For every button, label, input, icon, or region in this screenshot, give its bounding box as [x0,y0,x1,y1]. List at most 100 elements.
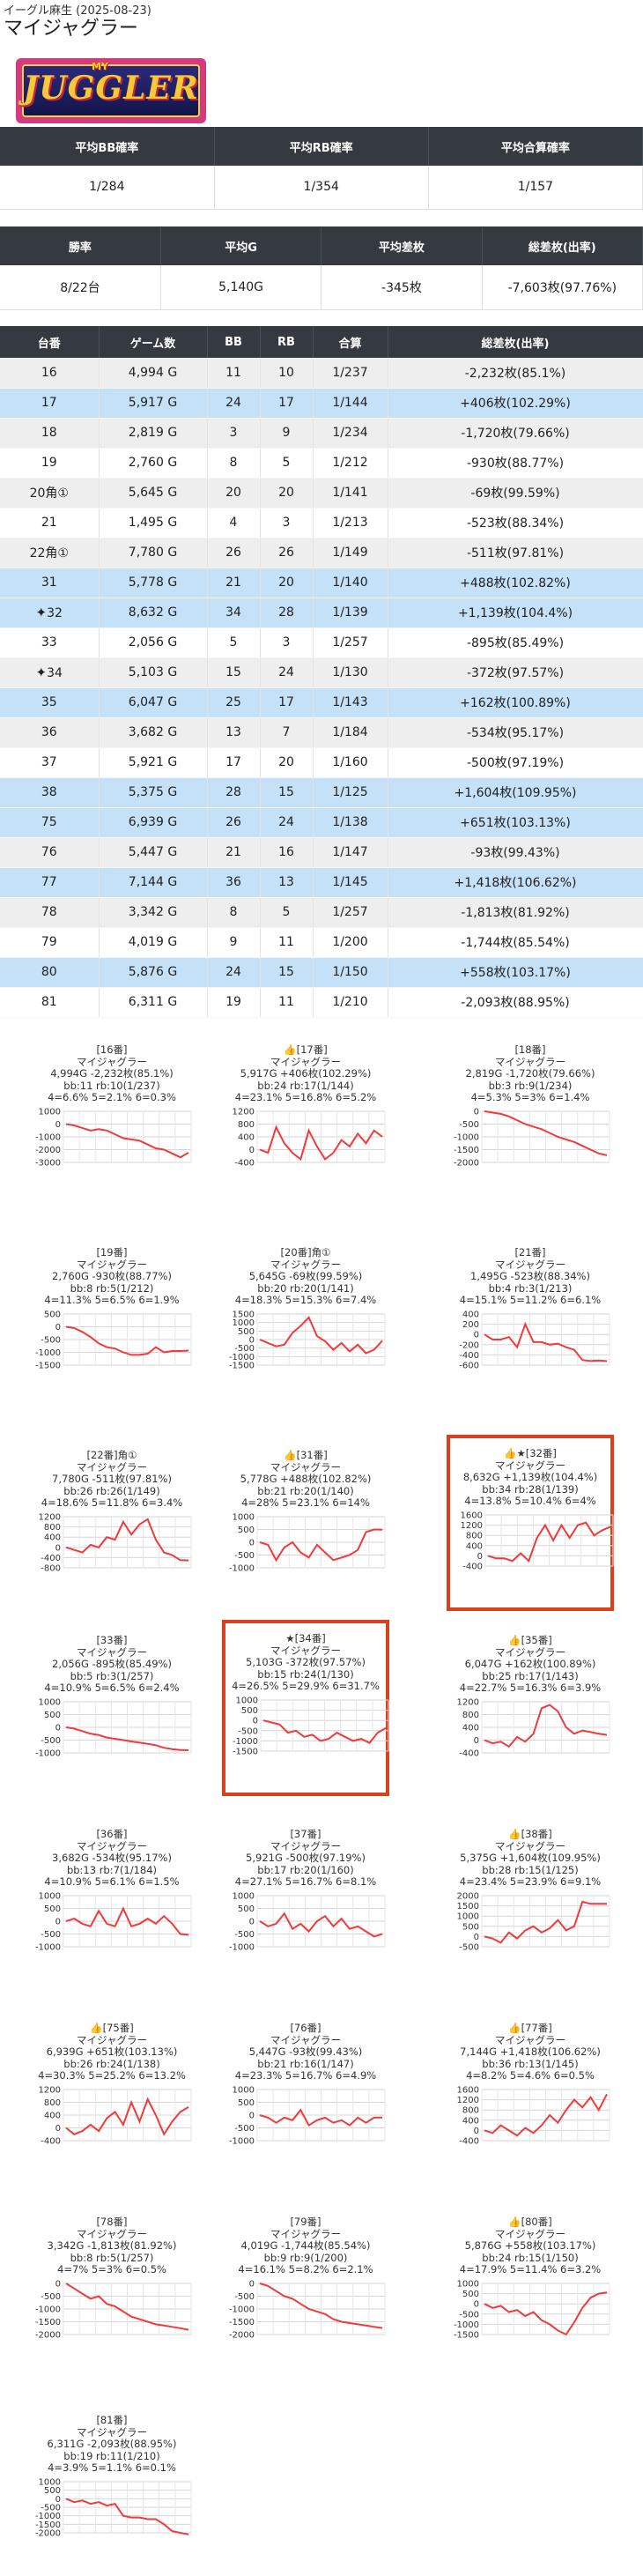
machine-total-cell: 1/257 [313,897,388,928]
machine-bb-cell: 28 [207,777,261,808]
chart-card[interactable]: [79番] マイジャグラー 4,019G -1,744枚(85.54%) bb:9 r… [222,2201,389,2378]
chart-card[interactable]: [22番]角① マイジャグラー 7,780G -511枚(97.81%) bb:26 … [28,1435,196,1611]
machine-total-cell: 1/210 [313,987,388,1018]
chart-card[interactable]: 👍[77番] マイジャグラー 7,144G +1,418枚(106.62%) bb:3… [447,2008,614,2184]
machine-row[interactable]: 18 2,819 G 3 9 1/234 -1,720枚(79.66%) [0,418,643,449]
machine-g-cell: 1,495 G [99,508,208,538]
machine-total-cell: 1/141 [313,478,388,509]
y-tick-label: 800 [238,1120,255,1130]
machine-row[interactable]: 20角① 5,645 G 20 20 1/141 -69枚(99.59%) [0,478,643,509]
chart-card[interactable]: [20番]角① マイジャグラー 5,645G -69枚(99.59%) bb:20 r… [222,1232,389,1408]
y-tick-label: 500 [238,1904,255,1914]
chart-card[interactable]: 👍[17番] マイジャグラー 5,917G +406枚(102.29%) bb:24 … [222,1029,389,1206]
chart-card[interactable]: [33番] マイジャグラー 2,056G -895枚(85.49%) bb:5 rb:… [28,1620,196,1796]
machine-total-cell: 1/149 [313,538,388,568]
chart-card[interactable]: [36番] マイジャグラー 3,682G -534枚(95.17%) bb:13 rb… [28,1814,196,1990]
chart-title: ★[34番] [225,1632,386,1645]
machine-row[interactable]: 21 1,495 G 4 3 1/213 -523枚(88.34%) [0,508,643,538]
machine-number: 19 [41,456,57,470]
summary2-value: -345枚 [321,265,483,310]
chart-card[interactable]: [18番] マイジャグラー 2,819G -1,720枚(79.66%) bb:3 r… [447,1029,614,1206]
machine-row[interactable]: 33 2,056 G 5 3 1/257 -895枚(85.49%) [0,627,643,658]
chart-stat-line: 6,939G +651枚(103.13%) [46,2045,178,2058]
series-line [259,1528,383,1563]
y-tick-label: 800 [462,2106,479,2116]
chart-card[interactable]: [19番] マイジャグラー 2,760G -930枚(88.77%) bb:8 rb:… [28,1232,196,1408]
machine-row[interactable]: ✦34 5,103 G 15 24 1/130 -372枚(97.57%) [0,657,643,688]
chart-card[interactable]: [21番] マイジャグラー 1,495G -523枚(88.34%) bb:4 rb:… [447,1232,614,1408]
machine-row[interactable]: 17 5,917 G 24 17 1/144 +406枚(102.29%) [0,388,643,419]
chart-subtitle: マイジャグラー [77,1258,147,1271]
y-tick-label: -1000 [229,2305,255,2315]
machine-row[interactable]: 77 7,144 G 36 13 1/145 +1,418枚(106.62%) [0,867,643,898]
machine-row[interactable]: 31 5,778 G 21 20 1/140 +488枚(102.82%) [0,568,643,598]
chart-stat-line: 4=17.9% 5=11.4% 6=3.2% [459,2263,602,2275]
machine-row[interactable]: 76 5,447 G 21 16 1/147 -93枚(99.43%) [0,837,643,868]
summary1-value: 1/284 [0,166,215,210]
y-tick-label: 400 [44,1533,61,1543]
chart-title: [76番] [222,2022,389,2035]
chart-card[interactable]: [78番] マイジャグラー 3,342G -1,813枚(81.92%) bb:8 r… [28,2201,196,2378]
machine-row[interactable]: 36 3,682 G 13 7 1/184 -534枚(95.17%) [0,717,643,748]
machine-rb-cell: 20 [260,478,314,509]
chart-stat-line: bb:19 rb:11(1/210) [63,2449,160,2462]
chart-stat-line: 4=8.2% 5=4.6% 6=0.5% [466,2069,595,2082]
machine-row[interactable]: 81 6,311 G 19 11 1/210 -2,093枚(88.95%) [0,987,643,1018]
machine-table-header: ゲーム数 [99,326,208,358]
chart-card[interactable]: [16番] マイジャグラー 4,994G -2,232枚(85.1%) bb:11 r… [28,1029,196,1206]
chart-card[interactable]: ★[34番] マイジャグラー 5,103G -372枚(97.57%) bb:15 r… [222,1620,389,1796]
summary2-header: 総差枚(出率) [482,226,643,265]
chart-card[interactable]: 👍[38番] マイジャグラー 5,375G +1,604枚(109.95%) bb:2… [447,1814,614,1990]
machine-g-cell: 7,780 G [99,538,208,568]
chart-card[interactable]: 👍[75番] マイジャグラー 6,939G +651枚(103.13%) bb:26 … [28,2008,196,2184]
y-tick-label: 200 [462,1320,479,1330]
chart-card[interactable]: 👍★[32番] マイジャグラー 8,632G +1,139枚(104.4%) bb:3… [447,1435,614,1611]
y-tick-label: -1500 [454,2331,479,2341]
machine-rb-cell: 5 [260,448,314,479]
y-tick-label: 1000 [39,1698,61,1708]
y-tick-label: 1000 [457,1912,479,1922]
machine-row[interactable]: 19 2,760 G 8 5 1/212 -930枚(88.77%) [0,448,643,479]
chart-stat-line: 4=15.1% 5=11.2% 6=6.1% [459,1294,602,1306]
chart-card[interactable]: 👍[80番] マイジャグラー 5,876G +558枚(103.17%) bb:24 … [447,2201,614,2378]
machine-row[interactable]: 79 4,019 G 9 11 1/200 -1,744枚(85.54%) [0,927,643,958]
chart-card[interactable]: 👍[35番] マイジャグラー 6,047G +162枚(100.89%) bb:25 … [447,1620,614,1796]
machine-rb-cell: 16 [260,837,314,868]
chart-stat-line: 5,876G +558枚(103.17%) [464,2239,596,2252]
machine-row[interactable]: ✦32 8,632 G 34 28 1/139 +1,139枚(104.4%) [0,598,643,628]
machine-row[interactable]: 75 6,939 G 26 24 1/138 +651枚(103.13%) [0,807,643,838]
chart-stat-line: 5,103G -372枚(97.57%) [246,1656,366,1668]
y-tick-label: 0 [249,2280,255,2290]
machine-row[interactable]: 78 3,342 G 8 5 1/257 -1,813枚(81.92%) [0,897,643,928]
machine-row[interactable]: 38 5,375 G 28 15 1/125 +1,604枚(109.95%) [0,777,643,808]
chart-stat-line: bb:24 rb:15(1/150) [482,2251,579,2264]
machine-bb-cell: 19 [207,987,261,1018]
machine-diff-cell: -895枚(85.49%) [388,627,643,658]
y-tick-label: -500 [234,1930,255,1940]
chart-stat-line: 4=11.3% 5=6.5% 6=1.9% [44,1294,180,1306]
machine-title: マイジャグラー [4,18,138,40]
machine-row[interactable]: 35 6,047 G 25 17 1/143 +162枚(100.89%) [0,687,643,718]
chart-card[interactable]: [81番] マイジャグラー 6,311G -2,093枚(88.95%) bb:19 … [28,2400,196,2576]
y-tick-label: -500 [234,1551,255,1561]
chart-card[interactable]: [76番] マイジャグラー 5,447G -93枚(99.43%) bb:21 rb:… [222,2008,389,2184]
machine-table-header: 総差枚(出率) [388,326,643,358]
chart-stat-line: 3,682G -534枚(95.17%) [52,1852,172,1864]
y-tick-label: -1000 [454,2320,479,2330]
machine-row[interactable]: 16 4,994 G 11 10 1/237 -2,232枚(85.1%) [0,358,643,389]
chart-title: [37番] [222,1828,389,1841]
y-tick-label: -400 [234,1159,255,1169]
chart-subtitle: マイジャグラー [270,1055,341,1068]
machine-row[interactable]: 22角① 7,780 G 26 26 1/149 -511枚(97.81%) [0,538,643,568]
machine-g-cell: 2,760 G [99,448,208,479]
chart-subtitle: マイジャグラー [270,1644,341,1657]
chart-card[interactable]: 👍[31番] マイジャグラー 5,778G +488枚(102.82%) bb:21 … [222,1435,389,1611]
machine-row[interactable]: 80 5,876 G 24 15 1/150 +558枚(103.17%) [0,957,643,988]
machine-row[interactable]: 37 5,921 G 17 20 1/160 -500枚(97.19%) [0,747,643,778]
chart-stat-line: 4=30.3% 5=25.2% 6=13.2% [38,2069,186,2082]
chart-stat-line: 4=13.8% 5=10.4% 6=4% [464,1495,596,1507]
machine-number-cell: 77 [0,867,100,898]
chart-card[interactable]: [37番] マイジャグラー 5,921G -500枚(97.19%) bb:17 rb… [222,1814,389,1990]
